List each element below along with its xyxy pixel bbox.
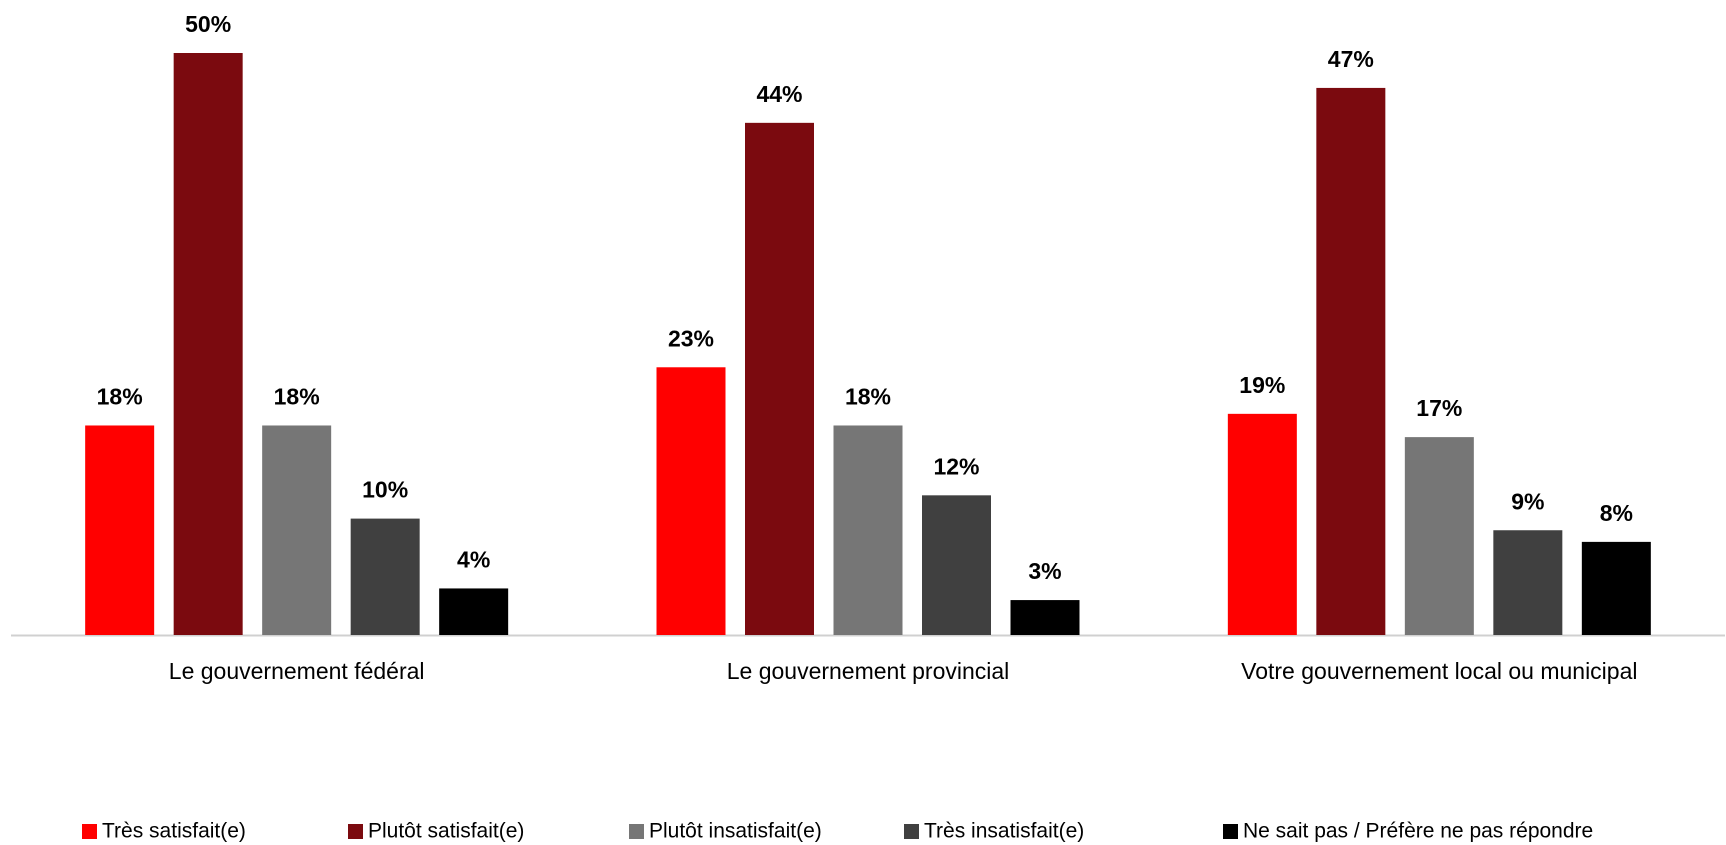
data-label: 4%: [457, 547, 490, 573]
bar: [85, 425, 155, 635]
legend-swatch: [82, 824, 97, 839]
data-label: 23%: [668, 325, 714, 351]
bar: [173, 53, 243, 635]
bar: [439, 588, 509, 635]
legend-label: Très insatisfait(e): [924, 820, 1084, 843]
legend-swatch: [629, 824, 644, 839]
bar: [1227, 413, 1297, 635]
data-label: 47%: [1328, 46, 1374, 72]
data-label: 10%: [362, 477, 408, 503]
legend-swatch: [348, 824, 363, 839]
bar: [1404, 437, 1474, 635]
x-tick-label: Le gouvernement provincial: [727, 658, 1010, 684]
bar: [922, 495, 991, 635]
bar: [833, 425, 903, 635]
data-label: 18%: [274, 384, 320, 410]
legend-label: Plutôt insatisfait(e): [649, 820, 822, 843]
data-label: 3%: [1028, 558, 1061, 584]
bar: [262, 425, 332, 635]
bar: [1493, 530, 1563, 635]
bar: [656, 367, 726, 635]
legend-swatch: [1223, 824, 1238, 839]
data-label: 8%: [1600, 500, 1633, 526]
data-label: 19%: [1239, 372, 1285, 398]
data-label: 18%: [845, 384, 891, 410]
x-tick-label: Votre gouvernement local ou municipal: [1241, 658, 1637, 684]
x-tick-label: Le gouvernement fédéral: [169, 658, 425, 684]
bar: [350, 518, 420, 635]
data-label: 18%: [97, 384, 143, 410]
bar: [1581, 541, 1651, 635]
legend-label: Ne sait pas / Préfère ne pas répondre: [1243, 820, 1593, 843]
legend-label: Plutôt satisfait(e): [368, 820, 524, 843]
data-label: 17%: [1416, 395, 1462, 421]
bar: [745, 122, 814, 636]
bar: [1316, 87, 1386, 636]
legend-swatch: [904, 824, 919, 839]
data-label: 9%: [1511, 488, 1544, 514]
data-label: 44%: [756, 81, 802, 107]
data-label: 12%: [933, 453, 979, 479]
legend-label: Très satisfait(e): [102, 820, 246, 843]
bar: [1010, 600, 1080, 635]
data-label: 50%: [185, 11, 231, 37]
